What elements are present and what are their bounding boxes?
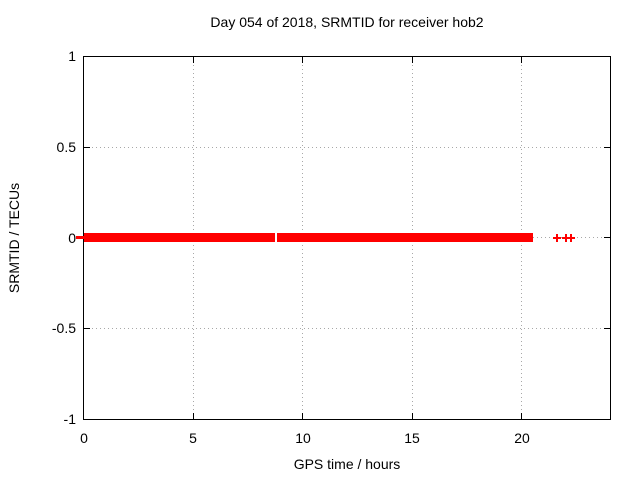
tick-mark-right [604,328,610,329]
x-tick-label: 0 [80,430,88,446]
data-band-segment [277,233,533,242]
tick-mark-right [604,237,610,238]
data-point-marker [553,234,561,242]
data-point-marker [567,234,575,242]
data-band-segment [84,233,275,242]
plus-vertical-bar [570,234,572,242]
tick-mark-left [84,328,90,329]
tick-mark-bottom [521,413,522,419]
gridline-horizontal [84,328,610,329]
plus-vertical-bar [556,234,558,242]
y-axis-label: SRMTID / TECUs [6,182,22,294]
gridline-horizontal [84,147,610,148]
tick-mark-top [412,57,413,63]
data-marker-axis-overhang [76,236,84,239]
tick-mark-top [302,57,303,63]
plus-vertical-bar [565,234,567,242]
chart-title: Day 054 of 2018, SRMTID for receiver hob… [210,14,484,30]
y-tick-label: 0.5 [56,139,76,155]
x-tick-label: 15 [404,430,420,446]
x-tick-label: 10 [295,430,311,446]
y-tick-label: 1 [68,48,76,64]
x-axis-label: GPS time / hours [293,456,401,472]
plot-area [76,56,611,420]
data-point-marker [562,234,570,242]
y-tick-label: 0 [68,230,76,246]
tick-mark-bottom [412,413,413,419]
tick-mark-top [521,57,522,63]
tick-mark-right [604,147,610,148]
x-tick-label: 20 [514,430,530,446]
tick-mark-top [193,57,194,63]
x-tick-label: 5 [189,430,197,446]
tick-mark-bottom [302,413,303,419]
tick-mark-bottom [193,413,194,419]
y-tick-label: -1 [63,411,76,427]
tick-mark-left [84,147,90,148]
y-tick-label: -0.5 [51,320,76,336]
